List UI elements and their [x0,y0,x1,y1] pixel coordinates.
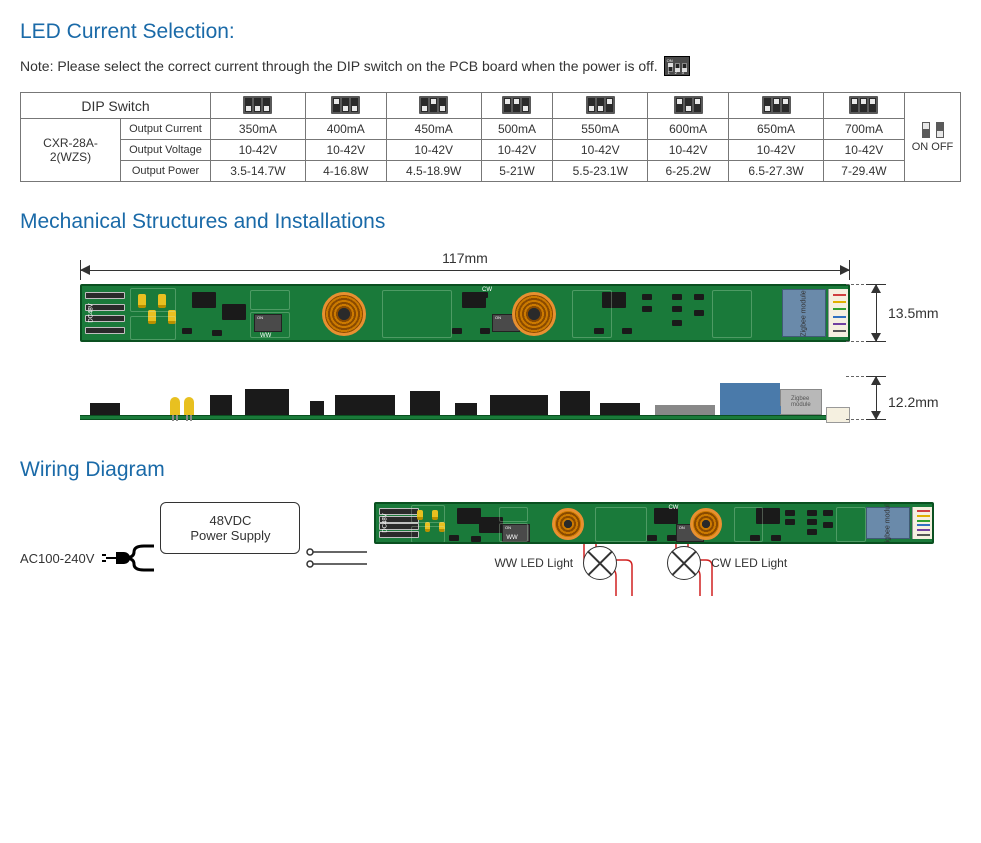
dim-width-label: 13.5mm [888,305,939,321]
power-supply-box: 48VDC Power Supply [160,502,300,554]
section-title-wiring: Wiring Diagram [20,458,961,482]
dip-pattern-1 [305,93,386,119]
row-label-voltage: Output Voltage [121,140,211,161]
pcb-side-view: Zigbee module [80,372,850,428]
mechanical-diagram: 117mm DC48VCWWWZigbee module 13.5mm [20,252,961,428]
voltage-6: 10-42V [729,140,824,161]
dip-switch-icon: 123 [664,56,690,76]
pcb-top-view: DC48VCWWWZigbee module [80,284,850,342]
note-row: Note: Please select the correct current … [20,56,961,76]
on-off-label: ON OFF [911,141,954,153]
voltage-2: 10-42V [386,140,481,161]
zigbee-side-label: Zigbee module [791,396,811,408]
dip-pattern-3 [481,93,553,119]
wiring-diagram: AC100-240V 48VDC Power Supply DC48VCWWWZ… [20,502,961,614]
psu-label: Power Supply [190,528,270,543]
ac-plug-icon [100,538,156,578]
section-title-mechanical: Mechanical Structures and Installations [20,210,961,234]
dip-switch-header: DIP Switch [21,93,211,119]
current-4: 550mA [553,119,648,140]
current-1: 400mA [305,119,386,140]
dip-pattern-2 [386,93,481,119]
dim-height-label: 12.2mm [888,394,939,410]
pcb-wiring-view: DC48VCWWWZigbee module [374,502,934,544]
model-cell: CXR-28A-2(WZS) [21,119,121,182]
ww-led-lamp-icon [583,546,617,580]
current-2: 450mA [386,119,481,140]
dip-pattern-6 [729,93,824,119]
psu-voltage-label: 48VDC [209,513,251,528]
power-2: 4.5-18.9W [386,161,481,182]
ww-led-label: WW LED Light [494,556,573,570]
dc-wire [304,538,374,578]
power-3: 5-21W [481,161,553,182]
power-6: 6.5-27.3W [729,161,824,182]
section-title-current: LED Current Selection: [20,20,961,44]
dip-pattern-5 [648,93,729,119]
cw-led-label: CW LED Light [711,556,787,570]
current-5: 600mA [648,119,729,140]
dim-length-label: 117mm [438,250,492,266]
power-1: 4-16.8W [305,161,386,182]
dimension-width: 13.5mm [858,284,918,342]
power-7: 7-29.4W [823,161,904,182]
row-label-power: Output Power [121,161,211,182]
current-7: 700mA [823,119,904,140]
dip-pattern-4 [553,93,648,119]
row-label-current: Output Current [121,119,211,140]
cw-led-lamp-icon [667,546,701,580]
current-0: 350mA [211,119,306,140]
voltage-7: 10-42V [823,140,904,161]
voltage-3: 10-42V [481,140,553,161]
voltage-5: 10-42V [648,140,729,161]
note-text: Note: Please select the correct current … [20,58,658,74]
current-3: 500mA [481,119,553,140]
dip-pattern-7 [823,93,904,119]
current-6: 650mA [729,119,824,140]
voltage-0: 10-42V [211,140,306,161]
power-5: 6-25.2W [648,161,729,182]
on-off-legend: ON OFF [905,93,961,182]
power-0: 3.5-14.7W [211,161,306,182]
voltage-4: 10-42V [553,140,648,161]
dimension-length: 117mm [80,252,850,280]
dimension-height: 12.2mm [858,376,918,428]
power-4: 5.5-23.1W [553,161,648,182]
dip-pattern-0 [211,93,306,119]
dip-switch-table: DIP Switch ON OFF CXR-28A-2(WZS) Output … [20,92,961,182]
ac-input-label: AC100-240V [20,551,94,566]
voltage-1: 10-42V [305,140,386,161]
